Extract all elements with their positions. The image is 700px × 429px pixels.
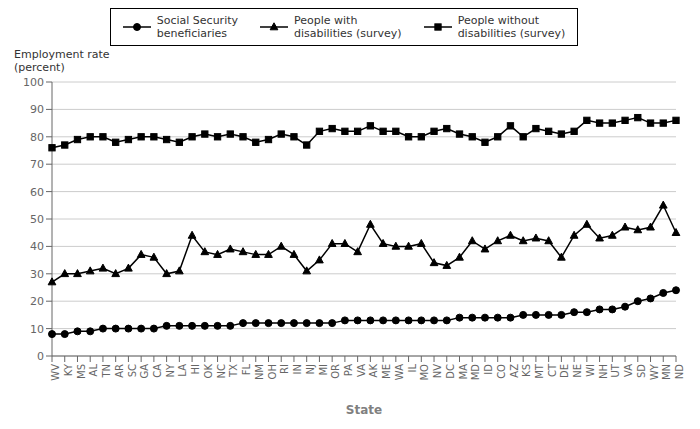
svg-text:NH: NH xyxy=(598,364,609,379)
svg-text:TX: TX xyxy=(228,364,239,378)
svg-text:DE: DE xyxy=(559,364,570,378)
svg-text:WA: WA xyxy=(394,364,405,380)
svg-text:WI: WI xyxy=(585,364,596,377)
svg-text:State: State xyxy=(346,403,382,417)
svg-text:VA: VA xyxy=(623,364,634,377)
svg-text:0: 0 xyxy=(37,350,44,363)
svg-text:60: 60 xyxy=(30,186,44,199)
svg-text:WY: WY xyxy=(649,363,660,380)
svg-text:NC: NC xyxy=(216,364,227,378)
svg-text:KS: KS xyxy=(521,364,532,377)
svg-text:IL: IL xyxy=(407,364,418,373)
svg-text:MO: MO xyxy=(419,364,430,381)
svg-text:40: 40 xyxy=(30,240,44,253)
svg-text:MD: MD xyxy=(470,364,481,381)
svg-text:MI: MI xyxy=(318,364,329,376)
svg-text:OK: OK xyxy=(203,364,214,379)
html-text:disabilities (survey): disabilities (survey) xyxy=(294,27,402,40)
svg-text:AZ: AZ xyxy=(509,364,520,378)
svg-text:CA: CA xyxy=(152,364,163,378)
svg-text:ND: ND xyxy=(674,364,685,379)
svg-text:Employment rate(percent): Employment rate(percent) xyxy=(14,48,110,74)
svg-text:70: 70 xyxy=(30,158,44,171)
svg-text:TN: TN xyxy=(101,364,112,379)
svg-text:NY: NY xyxy=(165,363,176,377)
svg-text:10: 10 xyxy=(30,323,44,336)
svg-text:UT: UT xyxy=(610,363,621,377)
svg-text:KY: KY xyxy=(63,363,74,376)
svg-text:80: 80 xyxy=(30,131,44,144)
svg-text:NM: NM xyxy=(254,364,265,380)
html-text:People with: People with xyxy=(294,14,358,27)
svg-text:LA: LA xyxy=(177,364,188,377)
svg-text:GA: GA xyxy=(139,364,150,379)
svg-text:CO: CO xyxy=(496,364,507,379)
svg-text:IN: IN xyxy=(292,364,303,374)
svg-text:AK: AK xyxy=(368,364,379,378)
svg-text:ME: ME xyxy=(381,364,392,379)
svg-text:SD: SD xyxy=(636,364,647,378)
svg-text:SC: SC xyxy=(127,364,138,377)
svg-text:100: 100 xyxy=(23,76,44,89)
svg-text:MN: MN xyxy=(661,364,672,380)
svg-text:CT: CT xyxy=(547,363,558,377)
svg-text:PA: PA xyxy=(343,364,354,376)
svg-text:VA: VA xyxy=(356,364,367,377)
svg-text:90: 90 xyxy=(30,103,44,116)
html-text:beneficiaries: beneficiaries xyxy=(156,27,228,40)
svg-text:20: 20 xyxy=(30,295,44,308)
svg-text:OR: OR xyxy=(330,364,341,379)
svg-text:NV: NV xyxy=(432,364,443,378)
svg-text:FL: FL xyxy=(241,364,252,376)
svg-text:50: 50 xyxy=(30,213,44,226)
svg-text:MA: MA xyxy=(458,364,469,380)
svg-text:RI: RI xyxy=(279,364,290,374)
svg-text:HI: HI xyxy=(190,364,201,374)
html-text:disabilities (survey): disabilities (survey) xyxy=(457,27,566,40)
svg-text:MT: MT xyxy=(534,363,545,379)
html-text:Social Security: Social Security xyxy=(156,14,238,27)
svg-text:NE: NE xyxy=(572,364,583,378)
svg-text:DC: DC xyxy=(445,364,456,379)
svg-text:ID: ID xyxy=(483,364,494,375)
svg-text:NJ: NJ xyxy=(305,364,316,374)
svg-text:OH: OH xyxy=(267,364,278,379)
svg-text:WV: WV xyxy=(50,364,61,381)
html-text:People without: People without xyxy=(457,14,539,27)
svg-text:30: 30 xyxy=(30,268,44,281)
svg-text:AR: AR xyxy=(114,364,125,378)
svg-text:AL: AL xyxy=(88,364,99,377)
svg-text:MS: MS xyxy=(76,364,87,379)
